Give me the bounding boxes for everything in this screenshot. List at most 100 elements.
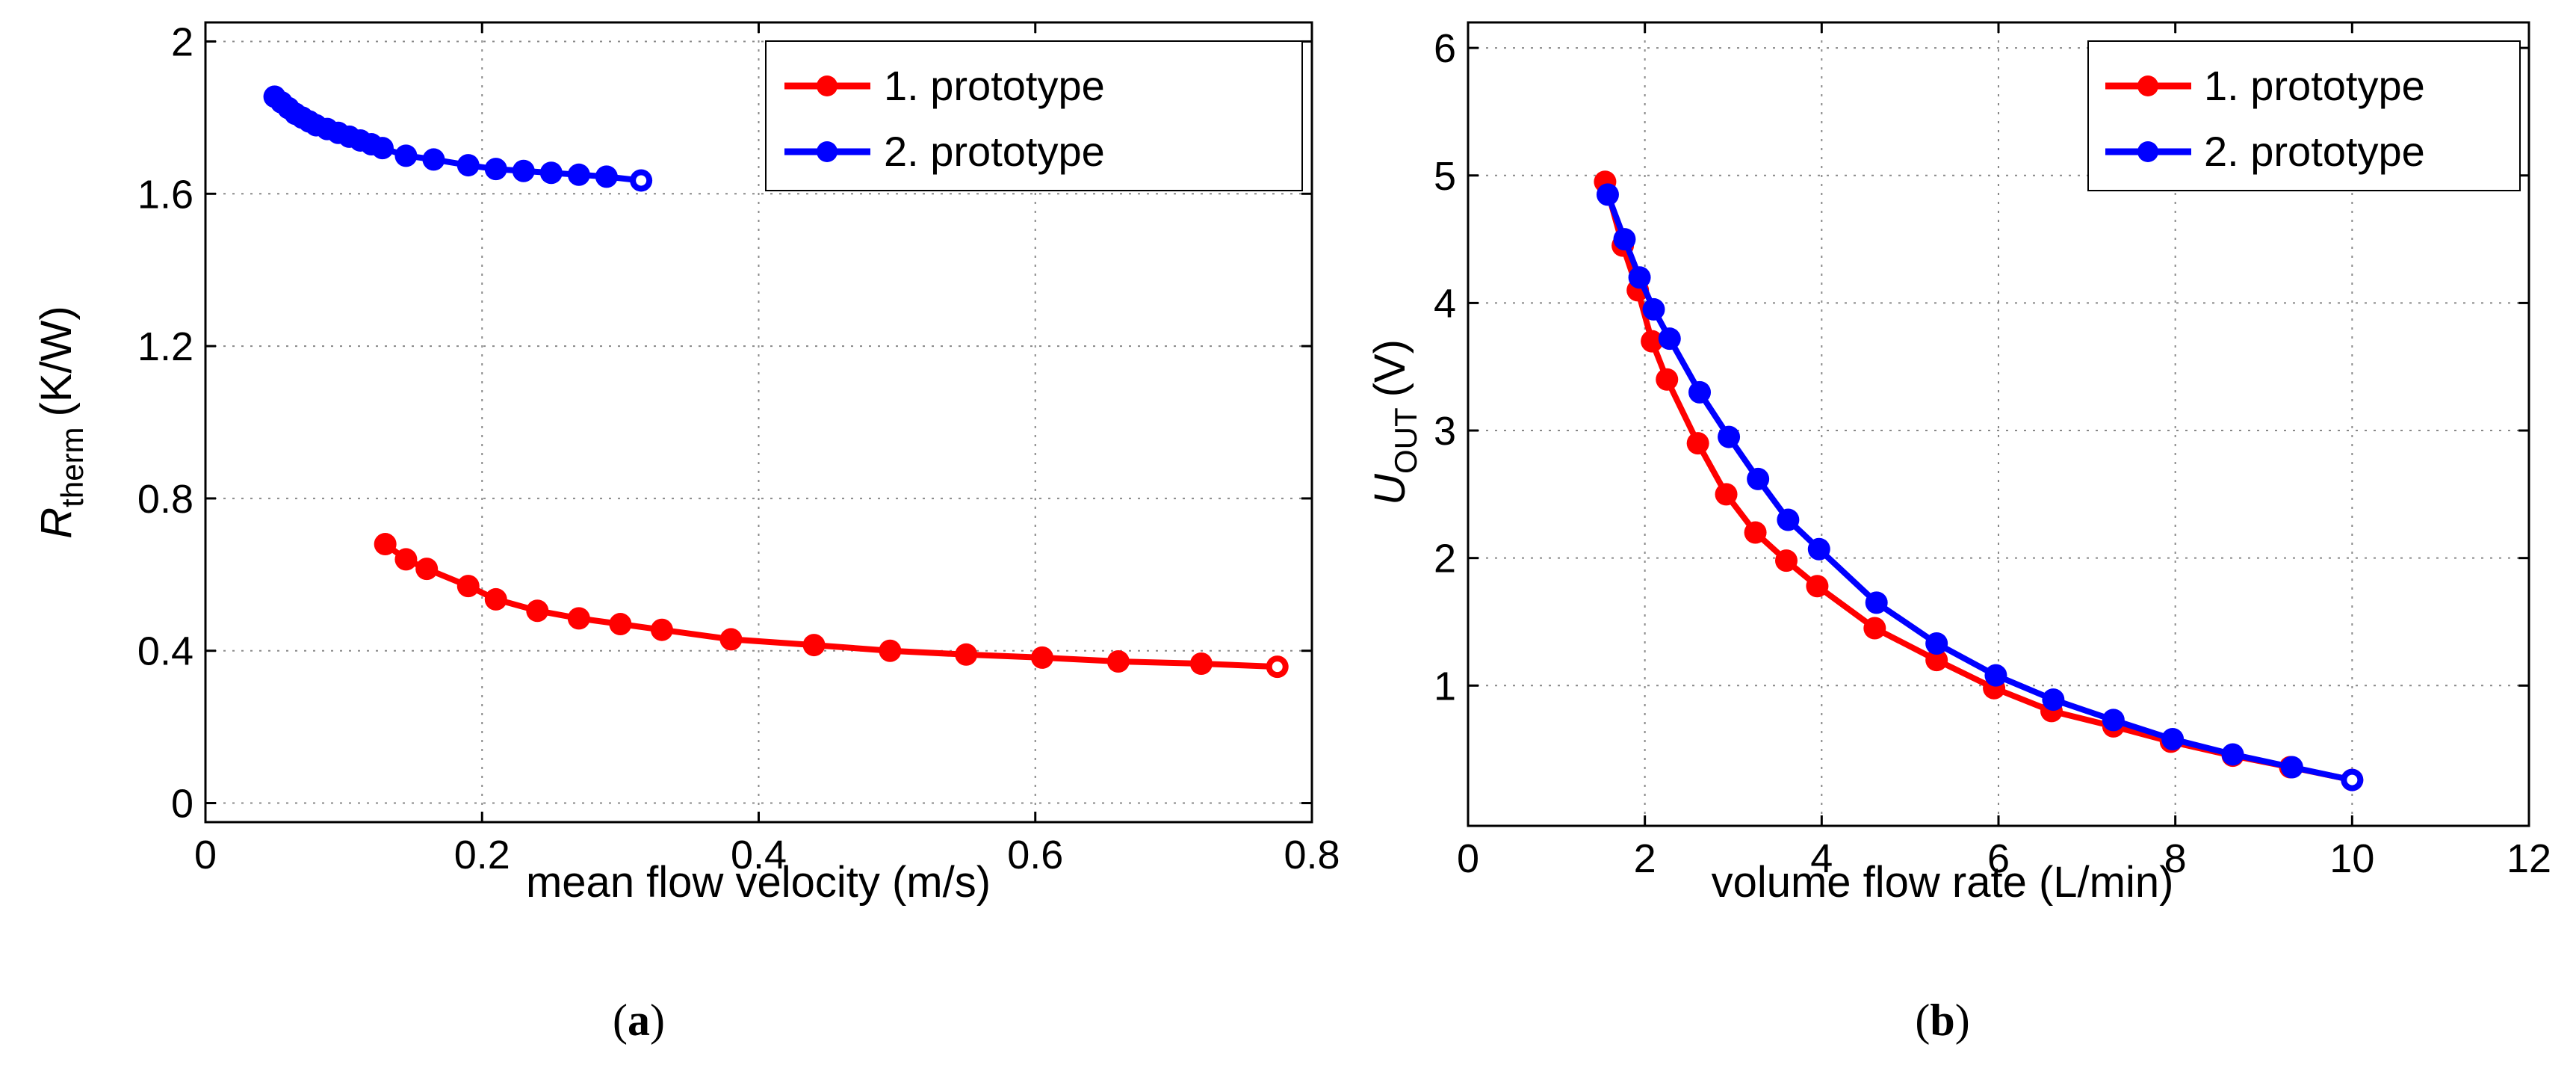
chart-a-tick-label-y: 1.6 bbox=[137, 172, 193, 217]
chart-b-series-1-point bbox=[1641, 330, 1664, 353]
chart-a-ticks: 0 0.2 0.4 0.6 0.8 0 0.4 0.8 1.2 1.6 2 bbox=[137, 19, 1340, 877]
chart-b-legend-marker-blue bbox=[2137, 141, 2158, 162]
chart-a-legend: 1. prototype 2. prototype bbox=[765, 40, 1303, 191]
chart-a-series-1-point bbox=[415, 558, 439, 581]
chart-a-series-1-point bbox=[1106, 649, 1130, 673]
chart-b-series-1-point bbox=[1806, 575, 1829, 598]
chart-b-tick-label-x: 4 bbox=[1810, 836, 1833, 881]
chart-a-legend-box bbox=[765, 40, 1303, 191]
chart-b-tick-label-x: 12 bbox=[2507, 836, 2551, 881]
chart-b-series-2-point bbox=[1718, 425, 1741, 448]
chart-b-series-1-point bbox=[1863, 617, 1886, 640]
chart-a-y-axis-label: Rtherm (K/W) bbox=[32, 306, 90, 538]
chart-b-tick-label-y: 2 bbox=[1434, 537, 1456, 581]
caption-b-close: ) bbox=[1955, 996, 1970, 1045]
chart-b-series-2-point bbox=[2102, 709, 2125, 732]
chart-a-series-2-point bbox=[512, 159, 535, 182]
chart-b-series-2-point bbox=[1865, 591, 1888, 614]
chart-b-tick-label-x: 6 bbox=[1987, 836, 2010, 881]
chart-b-series-2-point bbox=[1628, 266, 1651, 289]
chart-b-tick-label-x: 0 bbox=[1457, 836, 1479, 881]
chart-b-series-1-point bbox=[1744, 521, 1767, 544]
chart-a-series-2-point bbox=[539, 161, 563, 185]
chart-a-series-1-point bbox=[394, 548, 418, 571]
chart-b-series-2-point bbox=[1925, 632, 1948, 655]
chart-b-legend-box bbox=[2087, 40, 2521, 191]
chart-b-series-1-point bbox=[1656, 368, 1679, 391]
chart-a-legend-marker-blue bbox=[817, 141, 837, 162]
chart-a-legend-marker-red bbox=[817, 75, 837, 96]
chart-a-series-1-endpoint bbox=[1272, 661, 1283, 673]
chart-a-series-1-point bbox=[484, 587, 507, 611]
chart-a-tick-label-y: 1.2 bbox=[137, 324, 193, 369]
chart-b-series-2-point bbox=[1807, 537, 1830, 561]
chart-b-y-axis-label-sub: OUT bbox=[1388, 407, 1423, 474]
chart-a-tick-label-x: 0.8 bbox=[1284, 833, 1340, 877]
chart-b-series-2-point bbox=[2161, 727, 2185, 750]
chart-b-series-1-point bbox=[1775, 549, 1798, 572]
chart-a-series-1-point bbox=[719, 628, 743, 651]
chart-a-series-2-point bbox=[422, 148, 445, 171]
chart-b-y-axis-label: UOUT (V) bbox=[1366, 339, 1423, 505]
chart-b-series-1-line bbox=[1602, 181, 2353, 783]
chart-b-tick-label-x: 8 bbox=[2164, 836, 2187, 881]
chart-b-tick-label-y: 4 bbox=[1434, 281, 1456, 326]
chart-b-series-2-point bbox=[1984, 664, 2007, 687]
chart-b-tick-label-x: 10 bbox=[2329, 836, 2374, 881]
chart-b-series-1-point bbox=[1715, 483, 1738, 506]
caption-b: (b) bbox=[1915, 996, 1969, 1045]
chart-a-series-1-point bbox=[609, 613, 632, 636]
caption-a-open: ( bbox=[613, 996, 628, 1045]
chart-b-series-2-point bbox=[1688, 380, 1712, 404]
chart-a-series-1-point bbox=[650, 618, 673, 641]
chart-a-tick-label-y: 2 bbox=[171, 19, 193, 64]
chart-a-tick-label-x: 0.6 bbox=[1007, 833, 1063, 877]
chart-a-series-1-point bbox=[802, 634, 826, 657]
chart-b-series-2-point bbox=[1747, 467, 1770, 490]
chart-b-series-2-point bbox=[1613, 228, 1636, 251]
chart-b-tick-label-y: 3 bbox=[1434, 409, 1456, 454]
chart-b-tick-label-y: 5 bbox=[1434, 154, 1456, 199]
chart-b-series-2-point bbox=[1658, 327, 1681, 351]
caption-a-close: ) bbox=[650, 996, 665, 1045]
chart-a-x-axis-label: mean flow velocity (m/s) bbox=[526, 858, 991, 907]
chart-b-legend-marker-red bbox=[2137, 75, 2158, 96]
chart-b-series-2-point bbox=[1777, 508, 1800, 531]
chart-a-y-axis-label-sub: therm bbox=[55, 427, 90, 507]
chart-a-series-2-point bbox=[595, 165, 618, 188]
chart-b-series-2-point bbox=[1642, 297, 1665, 321]
caption-b-label: b bbox=[1930, 996, 1954, 1045]
chart-a-tick-label-x: 0.4 bbox=[731, 833, 787, 877]
chart-a-tick-label-y: 0.8 bbox=[137, 477, 193, 522]
chart-b-legend-label-red: 1. prototype bbox=[2204, 62, 2425, 109]
chart-a-tick-label-y: 0 bbox=[171, 782, 193, 827]
chart-a-series-1-point bbox=[456, 575, 480, 598]
caption-b-open: ( bbox=[1915, 996, 1930, 1045]
chart-a-series-2-point bbox=[456, 154, 480, 177]
chart-a-y-axis-label-main: R bbox=[32, 507, 81, 539]
chart-a-series-1-line bbox=[383, 541, 1278, 670]
chart-b-tick-label-x: 2 bbox=[1634, 836, 1656, 881]
chart-b-y-axis-label-unit: (V) bbox=[1366, 339, 1414, 397]
chart-a-series-2-point bbox=[567, 163, 590, 186]
chart-b-y-axis-label-main: U bbox=[1366, 473, 1414, 505]
chart-b-series-1-point bbox=[1925, 649, 1948, 672]
chart-a-legend-label-red: 1. prototype bbox=[884, 62, 1105, 109]
chart-a-series-2-point bbox=[484, 158, 507, 181]
caption-a-label: a bbox=[628, 996, 650, 1045]
chart-a: 0 0.2 0.4 0.6 0.8 0 0.4 0.8 1.2 1.6 2 mean flow ve… bbox=[32, 19, 1340, 907]
chart-a-tick-label-x: 0.2 bbox=[454, 833, 510, 877]
chart-b-series-2-point bbox=[2042, 688, 2065, 712]
chart-a-series-1-point bbox=[955, 643, 978, 666]
chart-a-series-2-point bbox=[371, 137, 394, 160]
chart-a-legend-label-blue: 2. prototype bbox=[884, 128, 1105, 175]
chart-a-series-2-point bbox=[394, 144, 418, 167]
chart-a-series-1-point bbox=[879, 639, 902, 662]
chart-a-tick-label-x: 0 bbox=[194, 833, 217, 877]
chart-b-x-axis-label: volume flow rate (L/min) bbox=[1712, 858, 2174, 907]
chart-a-y-axis-label-unit: (K/W) bbox=[32, 306, 81, 416]
chart-b-series-2-point bbox=[1596, 183, 1619, 206]
